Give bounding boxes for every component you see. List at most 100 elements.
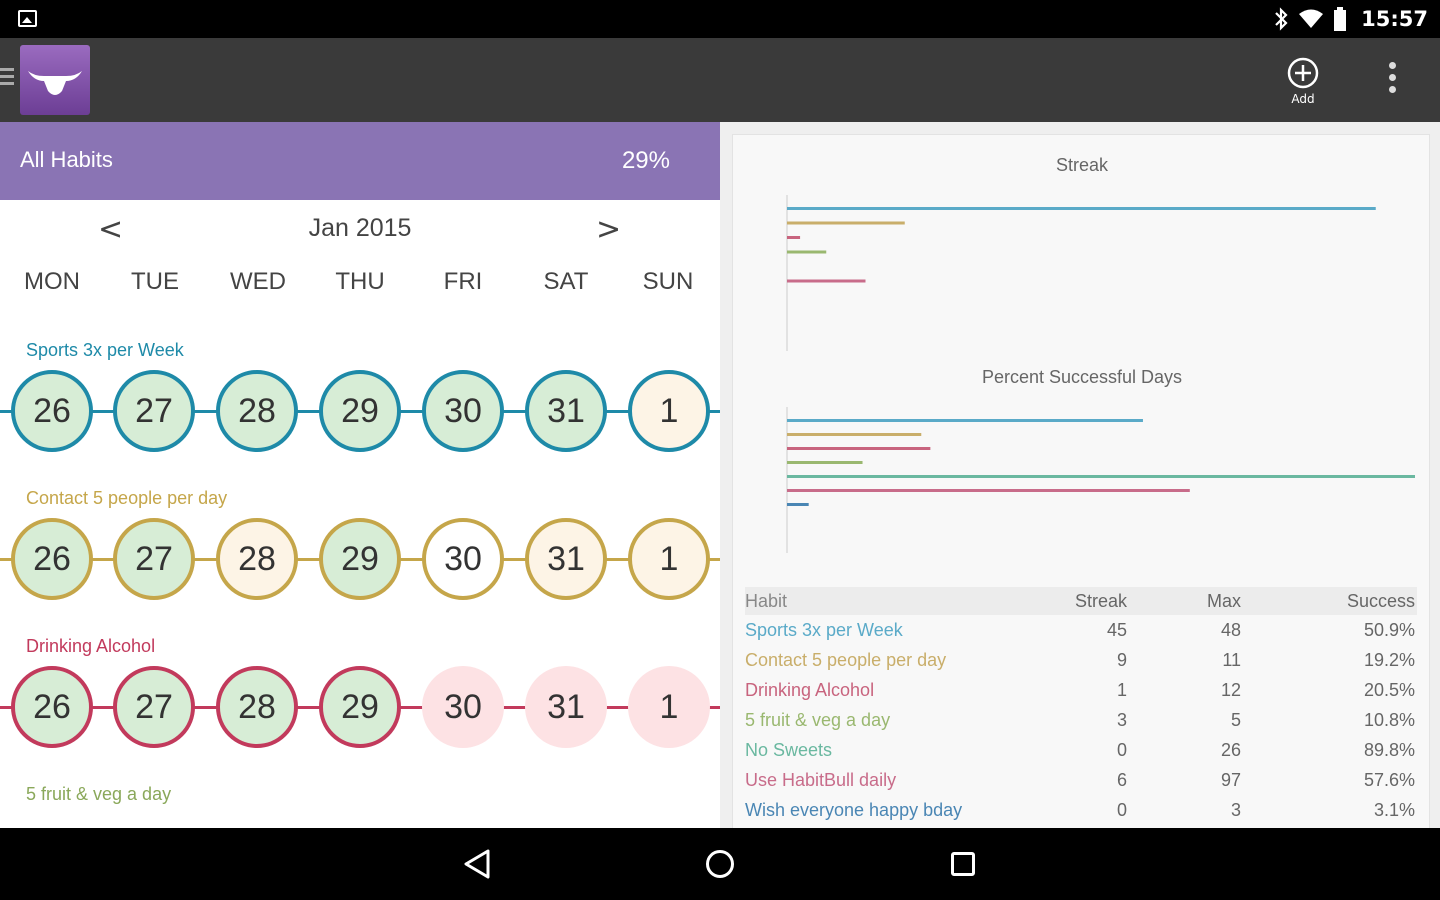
stats-row: Wish everyone happy bday 0 3 3.1% <box>745 795 1417 825</box>
day-cell[interactable]: 26 <box>11 518 93 600</box>
day-cell[interactable]: 30 <box>422 370 504 452</box>
stats-cell-success: 57.6% <box>1363 769 1415 790</box>
day-cell[interactable]: 28 <box>216 370 298 452</box>
weekday-label: SUN <box>642 268 694 295</box>
day-cell[interactable]: 29 <box>319 518 401 600</box>
stats-cell-streak: 0 <box>1116 739 1127 760</box>
stats-cell-streak: 0 <box>1116 799 1127 820</box>
day-cell[interactable]: 26 <box>11 370 93 452</box>
stats-cell-max: 11 <box>1222 649 1241 670</box>
back-icon[interactable] <box>462 848 492 880</box>
month-navigator: < Jan 2015 > <box>0 200 720 260</box>
weekday-label: FRI <box>443 268 483 295</box>
stats-cell-max: 5 <box>1230 709 1241 730</box>
day-cell[interactable]: 31 <box>525 666 607 748</box>
weekday-label: MON <box>24 268 80 295</box>
home-icon[interactable] <box>706 850 734 878</box>
stats-row: Contact 5 people per day 9 11 19.2% <box>745 645 1417 675</box>
stats-row: Sports 3x per Week 45 48 50.9% <box>745 615 1417 645</box>
stats-cell-max: 26 <box>1220 739 1241 760</box>
stats-row: Drinking Alcohol 1 12 20.5% <box>745 675 1417 705</box>
statistics-card: Streak Percent Successful Days Habit Str… <box>732 134 1430 828</box>
bull-head-icon <box>28 71 82 95</box>
day-cell[interactable]: 1 <box>628 666 710 748</box>
stats-cell-max: 3 <box>1230 799 1241 820</box>
add-label: Add <box>1291 92 1315 106</box>
day-cell[interactable]: 29 <box>319 370 401 452</box>
percent-chart-title: Percent Successful Days <box>981 367 1183 387</box>
add-circle-icon <box>1287 57 1319 89</box>
weekday-header: MON TUE WED THU FRI SAT SUN <box>0 262 720 302</box>
day-cell[interactable]: 26 <box>11 666 93 748</box>
all-habits-title: All Habits <box>20 147 113 172</box>
day-cell[interactable]: 27 <box>113 666 195 748</box>
next-month-chevron-icon[interactable]: > <box>596 212 622 247</box>
image-notification-icon <box>18 10 37 27</box>
stats-cell-streak: 9 <box>1116 649 1127 670</box>
app-logo-bull-icon[interactable] <box>20 45 90 115</box>
day-cell[interactable]: 31 <box>525 518 607 600</box>
percent-bar <box>787 419 1143 422</box>
stats-cell-success: 3.1% <box>1373 799 1415 820</box>
day-cell[interactable]: 30 <box>422 518 504 600</box>
stats-table-header: Habit Streak Max Success <box>745 587 1417 615</box>
system-navigation-bar <box>0 828 1440 900</box>
day-cell[interactable]: 1 <box>628 370 710 452</box>
day-cell[interactable]: 28 <box>216 518 298 600</box>
wifi-icon <box>1299 9 1324 28</box>
day-cell[interactable]: 27 <box>113 370 195 452</box>
stats-cell-habit[interactable]: Wish everyone happy bday <box>745 799 963 820</box>
streak-bar <box>787 250 827 254</box>
add-habit-button[interactable]: Add <box>1280 56 1326 112</box>
stats-cell-streak: 1 <box>1116 679 1127 700</box>
habit-name-label[interactable]: Contact 5 people per day <box>26 488 228 508</box>
stats-cell-success: 19.2% <box>1363 649 1415 670</box>
battery-icon <box>1334 7 1347 31</box>
stats-cell-habit[interactable]: Use HabitBull daily <box>745 769 897 790</box>
percent-bar <box>787 447 931 450</box>
stats-cell-streak: 6 <box>1116 769 1127 790</box>
drawer-menu-icon[interactable] <box>0 68 14 89</box>
day-cell[interactable]: 28 <box>216 666 298 748</box>
streak-bar <box>787 221 905 225</box>
stats-cell-success: 20.5% <box>1363 679 1415 700</box>
weekday-label: WED <box>230 268 286 295</box>
status-icons: 15:57 <box>1273 6 1428 32</box>
stats-cell-streak: 45 <box>1106 619 1127 640</box>
percent-bar <box>787 433 922 436</box>
overflow-menu-icon[interactable] <box>1378 62 1406 102</box>
stats-cell-success: 50.9% <box>1363 619 1415 640</box>
habit-name-label[interactable]: Sports 3x per Week <box>26 340 184 360</box>
stats-cell-habit[interactable]: Drinking Alcohol <box>745 679 875 700</box>
day-cell[interactable]: 27 <box>113 518 195 600</box>
stats-table: Habit Streak Max Success Sports 3x per W… <box>745 587 1417 825</box>
stats-cell-streak: 3 <box>1116 709 1127 730</box>
habit-day-row: 26 27 28 29 30 31 1 <box>0 666 720 750</box>
all-habits-header[interactable]: All Habits 29% <box>0 122 720 200</box>
status-bar: 15:57 <box>0 0 1440 38</box>
weekday-label: TUE <box>131 268 179 295</box>
percent-bar <box>787 489 1190 492</box>
day-cell[interactable]: 29 <box>319 666 401 748</box>
habit-name-label[interactable]: Drinking Alcohol <box>26 636 156 656</box>
stats-cell-habit[interactable]: No Sweets <box>745 739 833 760</box>
prev-month-chevron-icon[interactable]: < <box>98 212 124 247</box>
header-success: Success <box>1346 590 1415 611</box>
stats-row: 5 fruit & veg a day 3 5 10.8% <box>745 705 1417 735</box>
habit-day-row: 26 27 28 29 30 31 1 <box>0 370 720 454</box>
status-clock: 15:57 <box>1361 7 1428 31</box>
streak-bar <box>787 207 1376 210</box>
stats-cell-habit[interactable]: 5 fruit & veg a day <box>745 709 891 730</box>
statistics-panel: Streak Percent Successful Days Habit Str… <box>720 122 1440 828</box>
habit-name-label[interactable]: 5 fruit & veg a day <box>26 784 172 804</box>
day-cell[interactable]: 30 <box>422 666 504 748</box>
stats-cell-habit[interactable]: Sports 3x per Week <box>745 619 903 640</box>
all-habits-percent: 29% <box>621 147 670 174</box>
habit-calendar-panel: All Habits 29% < Jan 2015 > MON TUE WED … <box>0 122 720 828</box>
day-cell[interactable]: 1 <box>628 518 710 600</box>
streak-chart <box>786 195 1376 351</box>
header-max: Max <box>1206 590 1241 611</box>
recent-apps-icon[interactable] <box>951 852 975 876</box>
stats-cell-habit[interactable]: Contact 5 people per day <box>745 649 947 670</box>
day-cell[interactable]: 31 <box>525 370 607 452</box>
